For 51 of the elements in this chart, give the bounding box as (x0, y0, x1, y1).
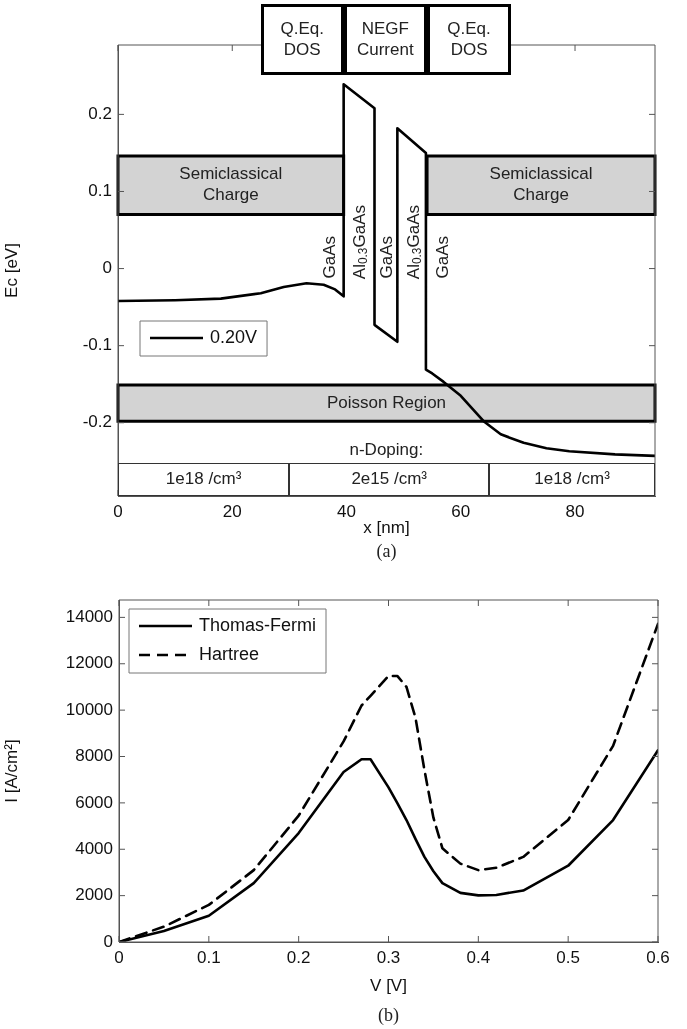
y-tick-label: 14000 (65, 607, 113, 627)
annotation: 2e15 /cm³ (350, 469, 428, 490)
y-tick-label: 0 (103, 931, 113, 951)
annotation: 1e18 /cm³ (164, 469, 243, 490)
y-tick-label: 12000 (65, 653, 113, 673)
y-tick-label: 0.1 (88, 181, 112, 201)
y-tick-label: 0 (102, 258, 112, 278)
x-tick-label: 0.5 (556, 947, 580, 967)
x-tick-label: 0.1 (197, 947, 221, 967)
text-box: NEGF Current (343, 4, 428, 75)
legend-label: Hartree (199, 643, 260, 664)
y-tick-label: -0.2 (82, 412, 112, 432)
text-box: 1e18 /cm³ (489, 463, 655, 496)
x-axis-title: V [V] (370, 976, 407, 996)
y-tick-label: 10000 (65, 699, 113, 719)
annotation: GaAs (432, 235, 453, 279)
text-box: 1e18 /cm³ (118, 463, 290, 496)
text-box: Q.Eq. DOS (260, 4, 344, 75)
y-tick-label: 8000 (75, 746, 113, 766)
annotation: Q.Eq. DOS (279, 19, 325, 60)
annotation: n-Doping: (349, 440, 424, 461)
band-label: Semiclassical Charge (179, 164, 283, 205)
x-axis-title: x [nm] (363, 518, 410, 538)
y-axis-title: I [A/cm²] (1, 739, 21, 803)
y-tick-label: -0.1 (82, 335, 112, 355)
x-tick-label: 80 (565, 501, 585, 521)
text: (b) (378, 1005, 399, 1027)
x-tick-label: 20 (222, 501, 242, 521)
text-box: 2e15 /cm³ (289, 463, 490, 496)
annotation: GaAs (376, 235, 397, 279)
legend-label: 0.20V (210, 326, 258, 347)
annotation: GaAs (319, 235, 340, 279)
y-tick-label: 0.2 (88, 104, 112, 124)
x-tick-label: 40 (337, 501, 356, 521)
y-tick-label: 2000 (75, 885, 113, 905)
legend-label: Thomas-Fermi (199, 614, 317, 635)
annotation: NEGF Current (355, 19, 415, 60)
text: (a) (376, 541, 397, 563)
y-axis-title: Ec [eV] (1, 243, 21, 298)
x-tick-label: 0.3 (376, 947, 401, 967)
text-box: Q.Eq. DOS (427, 4, 512, 75)
band-label: Poisson Region (326, 392, 447, 412)
y-tick-label: 4000 (75, 838, 113, 858)
y-tick-label: 6000 (75, 792, 113, 812)
x-tick-label: 0.2 (286, 947, 311, 967)
x-tick-label: 0.4 (466, 947, 491, 967)
x-tick-label: 60 (451, 501, 471, 521)
band-label: Semiclassical Charge (489, 164, 593, 205)
x-tick-label: 0.6 (646, 947, 670, 967)
annotation: 1e18 /cm³ (533, 469, 611, 490)
annotation: Q.Eq. DOS (446, 19, 492, 60)
